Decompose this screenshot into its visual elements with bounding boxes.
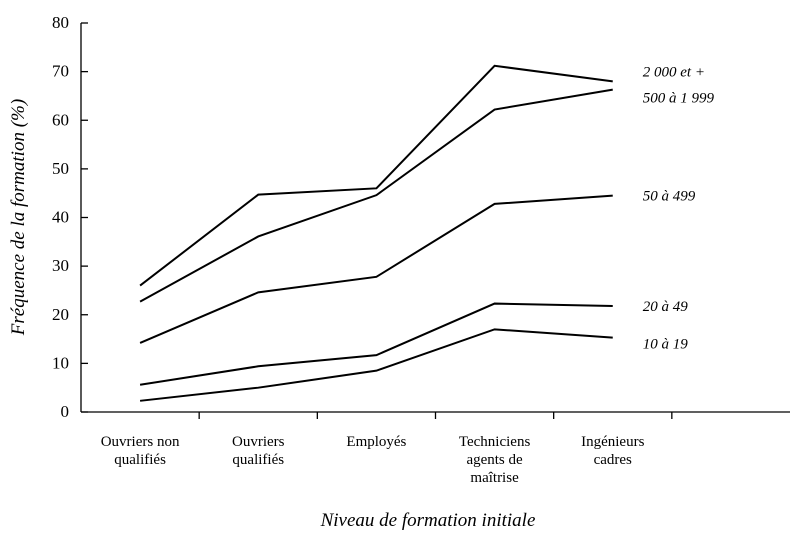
series-line (139, 302, 613, 386)
x-tick-label: Employés (346, 434, 406, 450)
x-tick-label: Techniciens agents de maîtrise (459, 434, 531, 486)
series-label: 10 à 19 (643, 337, 689, 353)
y-tick-label: 60 (52, 110, 69, 129)
series-label: 2 000 et + (643, 64, 705, 80)
series-label: 20 à 49 (643, 299, 689, 315)
y-tick-label: 0 (61, 402, 70, 421)
x-tick-label-line: Ouvriers (232, 434, 285, 450)
x-tick-label-line: cadres (594, 452, 632, 468)
x-axis-label: Niveau de formation initiale (320, 510, 536, 531)
x-tick-label-line: Employés (346, 434, 406, 450)
y-tick-label: 80 (52, 13, 69, 32)
x-tick-label: Ingénieurs cadres (581, 434, 644, 468)
x-tick-label-line: qualifiés (114, 452, 166, 468)
series-label: 500 à 1 999 (643, 91, 715, 107)
series-line (139, 64, 613, 287)
x-tick-label-line: qualifiés (232, 452, 284, 468)
series-line (139, 328, 613, 402)
y-tick-label: 10 (52, 353, 69, 372)
series-line (139, 88, 613, 303)
x-tick-label-line: agents de (466, 452, 523, 468)
y-tick-label: 20 (52, 305, 69, 324)
x-tick-label: Ouvriers qualifiés (232, 434, 285, 468)
x-tick-label-line: Ouvriers non (101, 434, 180, 450)
y-axis-label: Fréquence de la formation (%) (8, 99, 29, 336)
x-tick-label-line: Ingénieurs (581, 434, 644, 450)
x-tick-label-line: maîtrise (470, 470, 519, 486)
series-label: 50 à 499 (643, 189, 696, 205)
series-line (139, 194, 613, 344)
x-tick-label-line: Techniciens (459, 434, 531, 450)
y-tick-label: 50 (52, 159, 69, 178)
x-tick-label: Ouvriers non qualifiés (101, 434, 180, 468)
y-tick-label: 70 (52, 62, 69, 81)
y-tick-label: 30 (52, 256, 69, 275)
y-tick-label: 40 (52, 208, 69, 227)
